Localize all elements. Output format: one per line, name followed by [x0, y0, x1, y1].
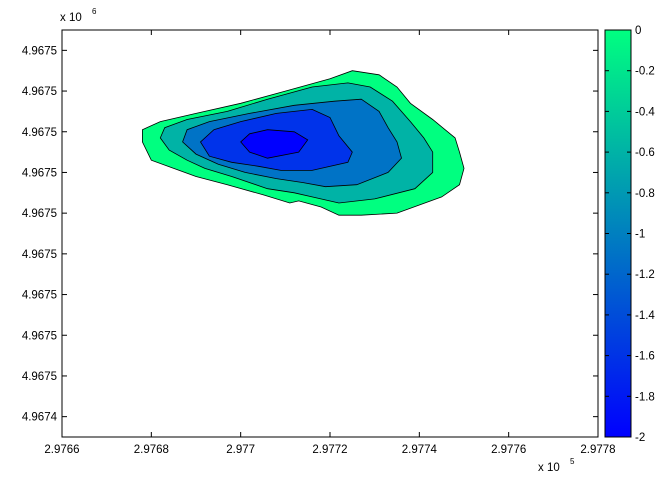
x-tick-label: 2.9778 — [580, 444, 615, 456]
colorbar-tick-label: -0.4 — [635, 106, 655, 118]
y-tick-label: 4.9675 — [22, 127, 57, 139]
colorbar-tick-label: -1.6 — [635, 351, 655, 363]
x-tick-label: 2.977 — [226, 444, 255, 456]
x-tick-label: 2.9768 — [134, 444, 169, 456]
colorbar-tick-label: -0.8 — [635, 188, 655, 200]
y-tick-label: 4.9675 — [22, 330, 57, 342]
colorbar-tick-label: -0.6 — [635, 147, 655, 159]
x-tick-label: 2.9776 — [491, 444, 526, 456]
y-tick-label: 4.9675 — [22, 167, 57, 179]
x-exponent-label: x 10 — [538, 462, 560, 474]
contour-level-4 — [240, 129, 309, 159]
x-tick-label: 2.9774 — [402, 444, 438, 456]
colorbar-tick-label: -1 — [635, 229, 645, 241]
colorbar-tick-label: -1.2 — [635, 269, 655, 281]
x-tick-label: 2.9772 — [312, 444, 347, 456]
colorbar-tick-label: -0.2 — [635, 66, 655, 78]
y-tick-label: 4.9674 — [22, 412, 58, 424]
colorbar-tick-label: -1.4 — [635, 310, 655, 322]
y-tick-label: 4.9675 — [22, 371, 57, 383]
x-exponent-power: 5 — [570, 457, 575, 466]
y-exponent-label: x 10 — [60, 12, 82, 24]
y-tick-label: 4.9675 — [22, 208, 57, 220]
y-tick-label: 4.9675 — [22, 86, 57, 98]
x-axis: 2.9766 2.9768 2.977 2.9772 2.9774 2.9776 2.977… — [44, 30, 616, 456]
contour-regions — [141, 70, 465, 216]
y-tick-label: 4.9675 — [22, 45, 57, 57]
y-tick-label: 4.9675 — [22, 249, 57, 261]
colorbar-tick-label: 0 — [635, 25, 641, 37]
y-tick-label: 4.9675 — [22, 290, 57, 302]
x-tick-label: 2.9766 — [44, 444, 79, 456]
colorbar — [604, 29, 632, 438]
colorbar-tick-label: -2 — [635, 432, 645, 444]
y-exponent-power: 6 — [92, 7, 97, 16]
colorbar-ticks: 0 -0.2 -0.4 -0.6 -0.8 -1 -1.2 -1.4 -1.6 -1.8 -2 — [605, 25, 655, 444]
y-axis: 4.9674 4.9675 4.9675 4.9675 4.9675 4.9675 4.96… — [22, 45, 598, 424]
colorbar-tick-label: -1.8 — [635, 391, 655, 403]
